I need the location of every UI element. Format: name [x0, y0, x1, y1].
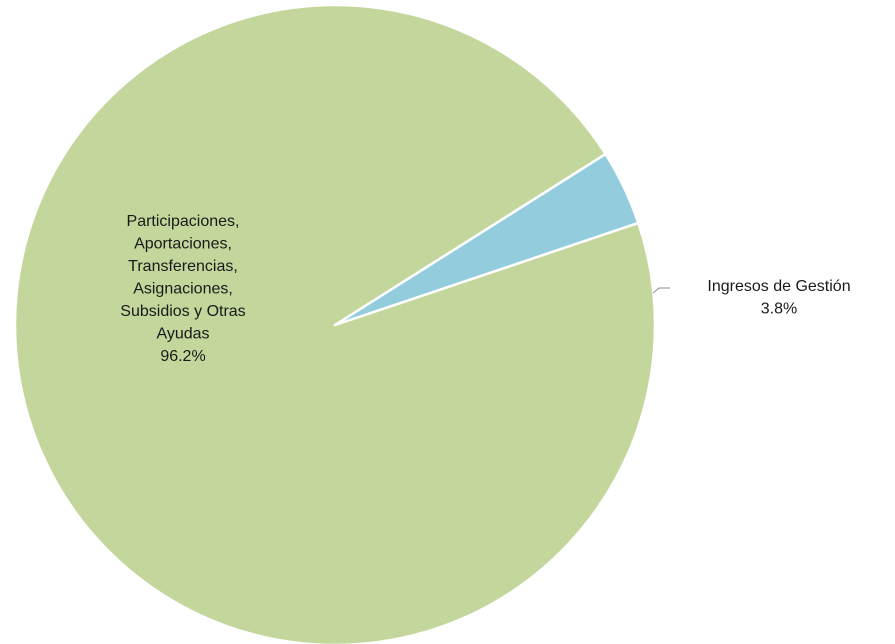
- slice-1-category-label: Ingresos de Gestión: [707, 278, 850, 295]
- pie-labels: Participaciones, Aportaciones, Transferenc…: [120, 213, 850, 365]
- pie-slice-1: [333, 152, 640, 327]
- slice-0-category-label: Subsidios y Otras: [120, 303, 245, 320]
- slice-1-value-label: 3.8%: [761, 301, 797, 318]
- pie-slices: [13, 3, 657, 644]
- slice-0-category-label: Aportaciones,: [134, 236, 232, 253]
- slice-0-category-label: Transferencias,: [128, 258, 238, 275]
- slice-0-category-label: Ayudas: [156, 326, 209, 343]
- leader-line-1: [652, 287, 670, 294]
- slice-0-value-label: 96.2%: [160, 348, 205, 365]
- slice-0-category-label: Participaciones,: [127, 213, 240, 230]
- slice-0-category-label: Asignaciones,: [133, 281, 233, 298]
